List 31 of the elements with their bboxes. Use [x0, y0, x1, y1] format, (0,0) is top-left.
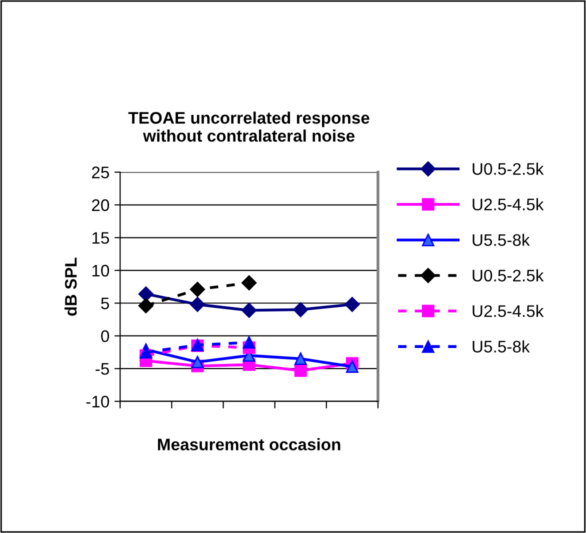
y-tick-label: 15 — [92, 232, 110, 244]
y-tick-label: 5 — [101, 298, 110, 310]
point — [138, 298, 154, 314]
legend-label: U2.5-4.5k — [472, 198, 544, 210]
y-tick-label: -5 — [96, 363, 110, 375]
point — [344, 296, 360, 312]
point — [242, 336, 256, 349]
chart-title: TEOAE uncorrelated response without contralateral noise — [128, 112, 370, 142]
legend-label: U5.5-8k — [472, 340, 530, 353]
point — [138, 286, 154, 302]
point — [241, 275, 257, 290]
point — [190, 296, 206, 312]
x-axis-title: Measurement occasion — [158, 438, 340, 450]
point — [190, 282, 206, 297]
legend-label: U0.5-2.5k — [472, 269, 544, 282]
y-tick-label: 20 — [92, 199, 110, 212]
point — [140, 346, 152, 358]
point — [191, 356, 204, 368]
point — [346, 360, 358, 373]
y-axis-title: dB SPL — [64, 258, 77, 316]
y-tick-label: 25 — [92, 166, 110, 178]
point — [293, 302, 308, 318]
y-tick-label: 0 — [101, 330, 110, 342]
y-tick-label: -10 — [86, 396, 110, 408]
point — [241, 302, 257, 318]
legend-label: U2.5-4.5k — [472, 304, 544, 318]
legend-label: U5.5-8k — [472, 234, 530, 246]
point — [294, 364, 307, 377]
legend-label: U0.5-2.5k — [472, 162, 544, 175]
point — [294, 352, 307, 366]
y-tick-label: 10 — [92, 264, 110, 277]
